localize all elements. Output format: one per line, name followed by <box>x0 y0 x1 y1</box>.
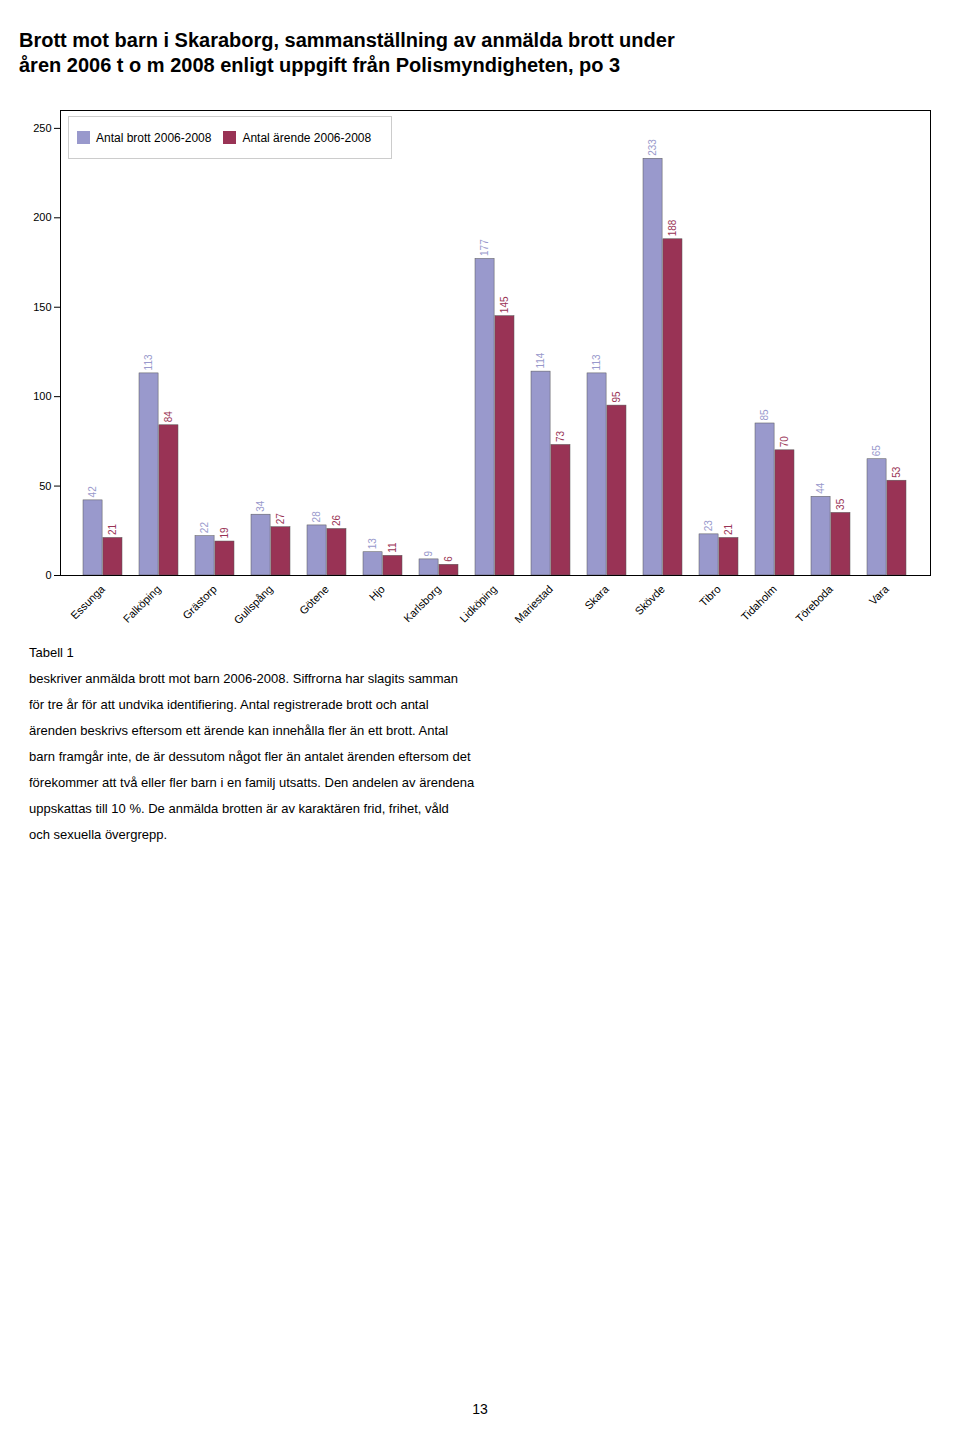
svg-text:Essunga: Essunga <box>68 582 107 621</box>
svg-text:188: 188 <box>667 219 678 236</box>
svg-text:27: 27 <box>275 513 286 525</box>
svg-text:Vara: Vara <box>867 582 892 607</box>
svg-text:0: 0 <box>45 569 51 581</box>
svg-text:50: 50 <box>39 480 51 492</box>
svg-text:85: 85 <box>759 409 770 421</box>
svg-text:100: 100 <box>33 390 51 402</box>
html-text:Brott mot barn i Skaraborg, sa: Brott mot barn i Skaraborg, sammanställn… <box>19 29 675 51</box>
svg-text:114: 114 <box>535 352 546 368</box>
svg-text:34: 34 <box>255 500 266 512</box>
svg-text:73: 73 <box>555 430 566 442</box>
html-text:uppskattas till 10 %. De anmäl: uppskattas till 10 %. De anmälda brotten… <box>29 801 449 816</box>
svg-text:21: 21 <box>107 523 118 535</box>
html-text:och sexuella övergrepp.: och sexuella övergrepp. <box>29 827 167 842</box>
svg-text:200: 200 <box>33 211 51 223</box>
svg-text:145: 145 <box>499 296 510 313</box>
html-text:barn framgår inte, de är dessu: barn framgår inte, de är dessutom något … <box>29 749 471 764</box>
svg-text:Karlsborg: Karlsborg <box>401 583 443 625</box>
svg-text:9: 9 <box>423 550 434 556</box>
html-text:åren 2006 t o m 2008 enligt up: åren 2006 t o m 2008 enligt uppgift från… <box>19 54 621 76</box>
svg-text:6: 6 <box>443 556 454 562</box>
svg-text:44: 44 <box>815 482 826 494</box>
html-text:Tabell 1: Tabell 1 <box>29 645 74 660</box>
svg-text:Tibro: Tibro <box>697 583 723 609</box>
svg-text:113: 113 <box>591 354 602 370</box>
html-text:13: 13 <box>472 1401 488 1417</box>
svg-text:Hjo: Hjo <box>367 583 387 603</box>
svg-text:Falköping: Falköping <box>121 583 163 625</box>
svg-text:35: 35 <box>835 498 846 510</box>
svg-text:21: 21 <box>723 523 734 535</box>
svg-text:Tidaholm: Tidaholm <box>739 583 779 623</box>
svg-text:113: 113 <box>143 354 154 370</box>
svg-text:65: 65 <box>871 445 882 457</box>
svg-text:Skövde: Skövde <box>632 583 666 617</box>
html-text:beskriver anmälda brott mot ba: beskriver anmälda brott mot barn 2006-20… <box>29 671 458 686</box>
svg-text:Lidköping: Lidköping <box>457 583 499 625</box>
svg-text:250: 250 <box>33 122 51 134</box>
html-text:ärenden beskrivs eftersom ett: ärenden beskrivs eftersom ett ärende kan… <box>29 723 449 738</box>
svg-text:Skara: Skara <box>582 582 611 611</box>
svg-text:70: 70 <box>779 436 790 448</box>
svg-text:42: 42 <box>87 486 98 498</box>
svg-text:150: 150 <box>33 301 51 313</box>
svg-text:95: 95 <box>611 391 622 403</box>
svg-text:53: 53 <box>891 466 902 478</box>
html-text:för tre år för att undvika ide: för tre år för att undvika identifiering… <box>29 697 429 712</box>
svg-text:19: 19 <box>219 527 230 539</box>
svg-text:23: 23 <box>703 520 714 532</box>
svg-text:Götene: Götene <box>297 583 331 617</box>
html-text:förekommer att två eller fler: förekommer att två eller fler barn i en … <box>29 775 475 790</box>
svg-text:26: 26 <box>331 514 342 526</box>
svg-text:233: 233 <box>647 139 658 156</box>
svg-text:Gullspång: Gullspång <box>231 583 275 627</box>
svg-text:11: 11 <box>387 542 398 553</box>
svg-text:22: 22 <box>199 522 210 534</box>
svg-text:177: 177 <box>479 239 490 256</box>
svg-text:Mariestad: Mariestad <box>512 583 555 626</box>
svg-text:13: 13 <box>367 538 378 550</box>
svg-text:28: 28 <box>311 511 322 523</box>
svg-text:84: 84 <box>163 411 174 423</box>
html-text:Antal ärende 2006-2008: Antal ärende 2006-2008 <box>242 130 372 145</box>
svg-text:Grästorp: Grästorp <box>180 583 219 622</box>
svg-text:Töreboda: Töreboda <box>793 582 835 624</box>
html-text:Antal brott 2006-2008: Antal brott 2006-2008 <box>96 130 212 145</box>
